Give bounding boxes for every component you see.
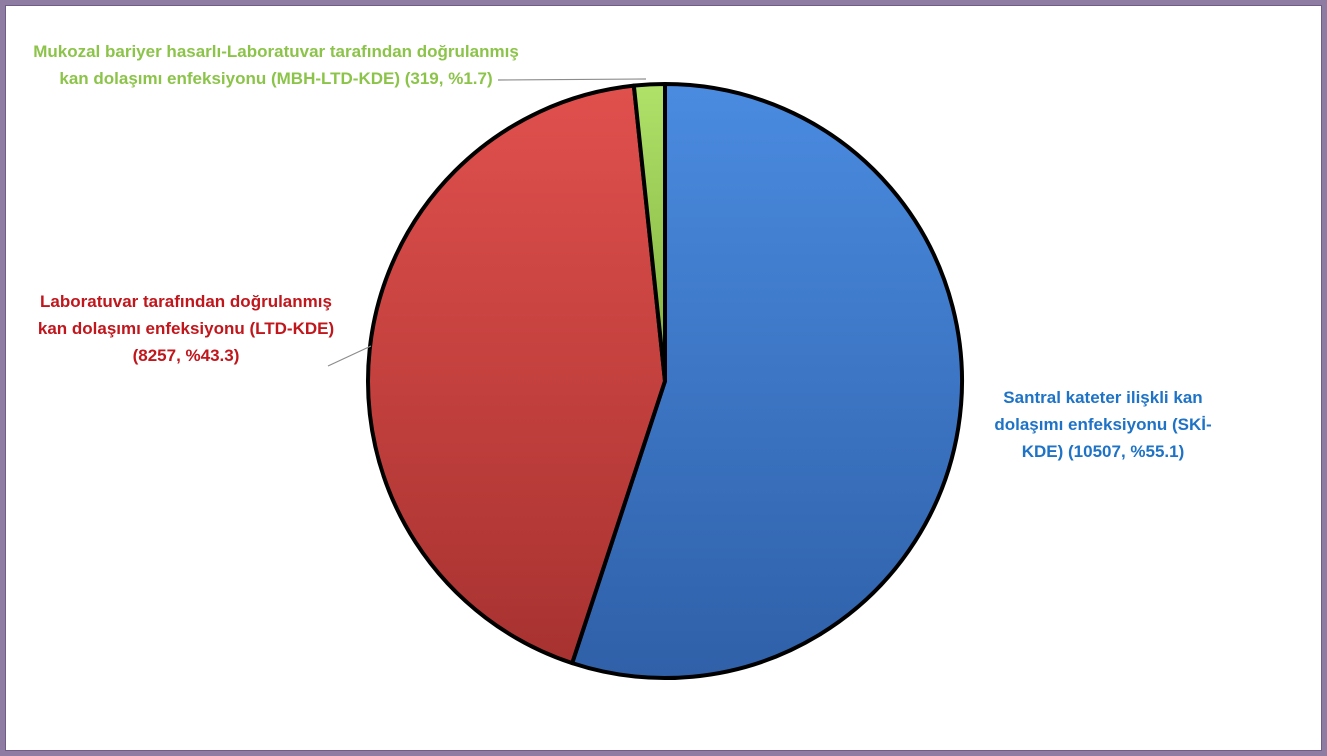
pie-slice-ski-kde	[570, 82, 964, 680]
leader-line-ltd-kde	[327, 345, 372, 367]
pie-slice-ltd-kde	[366, 83, 667, 666]
leader-line-mbh-ltd-kde	[497, 78, 647, 81]
slice-label-ski-kde: Santral kateter ilişkli kan dolaşımı enf…	[994, 388, 1212, 461]
chart-frame: Mukozal bariyer hasarlı-Laboratuvar tara…	[5, 5, 1322, 751]
slice-label-ltd-kde: Laboratuvar tarafından doğrulanmış kan d…	[37, 292, 335, 365]
slice-label-mbh-ltd-kde: Mukozal bariyer hasarlı-Laboratuvar tara…	[33, 42, 519, 88]
pie-slice-mbh-ltd-kde	[631, 82, 667, 383]
pie-chart	[327, 78, 964, 680]
